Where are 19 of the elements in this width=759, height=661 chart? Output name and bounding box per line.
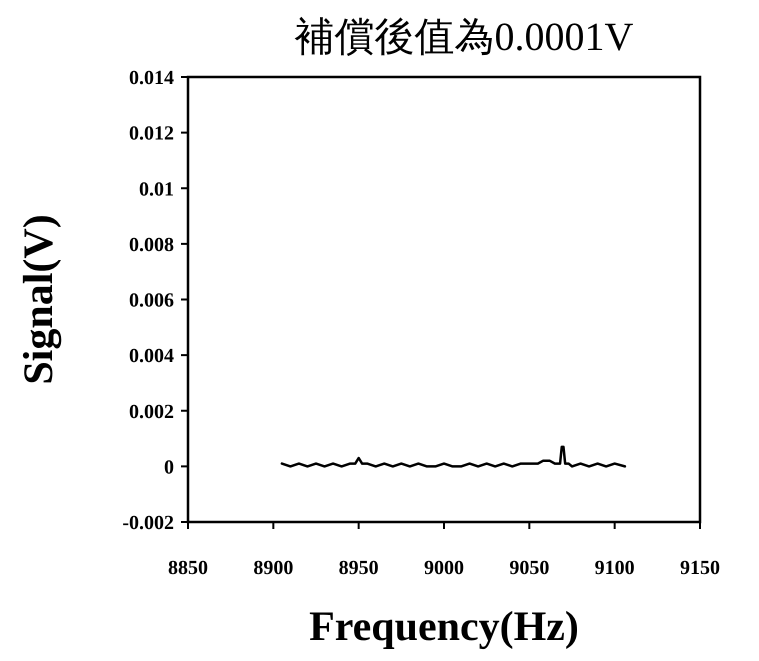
x-tick-label: 9000 xyxy=(424,557,464,579)
x-tick-label: 9150 xyxy=(680,557,720,579)
x-tick-label: 8850 xyxy=(168,557,208,579)
x-tick-label: 9100 xyxy=(594,557,635,579)
chart-title: 補償後值為0.0001V xyxy=(294,14,634,59)
y-tick-label: 0.004 xyxy=(129,345,174,368)
y-tick-label: 0 xyxy=(164,456,174,478)
x-tick-label: 9050 xyxy=(509,557,550,579)
y-tick-label: 0.01 xyxy=(139,178,174,200)
y-tick-label: -0.002 xyxy=(122,512,174,534)
y-tick-label: 0.014 xyxy=(129,67,174,89)
x-axis-title: Frequency(Hz) xyxy=(309,604,579,650)
x-tick-label: 8900 xyxy=(253,557,294,579)
x-tick-label: 8950 xyxy=(338,557,379,579)
y-axis-title: Signal(V) xyxy=(16,214,62,385)
y-tick-label: 0.006 xyxy=(129,290,174,312)
y-tick-label: 0.002 xyxy=(129,400,174,423)
y-tick-label: 0.008 xyxy=(129,234,174,256)
y-tick-label: 0.012 xyxy=(129,122,174,145)
